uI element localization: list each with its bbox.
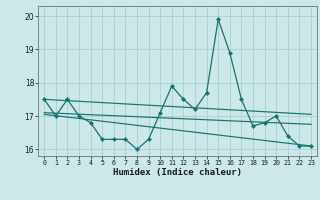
X-axis label: Humidex (Indice chaleur): Humidex (Indice chaleur) [113, 168, 242, 177]
